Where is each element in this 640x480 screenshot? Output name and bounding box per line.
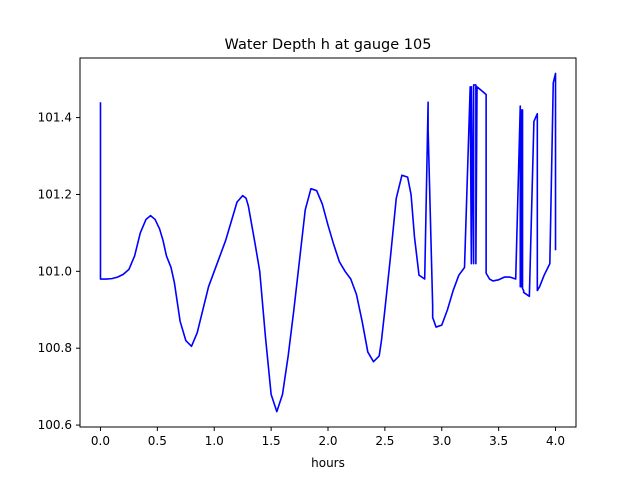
x-tick-label: 3.5 bbox=[489, 434, 508, 448]
x-tick-label: 1.0 bbox=[205, 434, 224, 448]
x-tick-label: 1.5 bbox=[262, 434, 281, 448]
x-tick-label: 3.0 bbox=[432, 434, 451, 448]
y-tick-label: 101.4 bbox=[38, 111, 72, 125]
x-tick-label: 2.0 bbox=[318, 434, 337, 448]
x-axis-label: hours bbox=[311, 456, 345, 470]
y-tick-label: 100.6 bbox=[38, 418, 72, 432]
y-axis-ticks: 100.6 100.8 101.0 101.2 101.4 bbox=[38, 111, 80, 432]
x-tick-label: 2.5 bbox=[375, 434, 394, 448]
x-tick-label: 4.0 bbox=[546, 434, 565, 448]
y-tick-label: 101.2 bbox=[38, 187, 72, 201]
x-tick-label: 0.5 bbox=[148, 434, 167, 448]
y-tick-label: 101.0 bbox=[38, 264, 72, 278]
series-line-0 bbox=[99, 72, 557, 413]
chart-title: Water Depth h at gauge 105 bbox=[225, 37, 432, 53]
x-tick-label: 0.0 bbox=[91, 434, 110, 448]
plot-area bbox=[99, 72, 557, 413]
x-axis-ticks: 0.0 0.5 1.0 1.5 2.0 2.5 3.0 3.5 4.0 bbox=[91, 427, 565, 448]
y-tick-label: 100.8 bbox=[38, 341, 72, 355]
